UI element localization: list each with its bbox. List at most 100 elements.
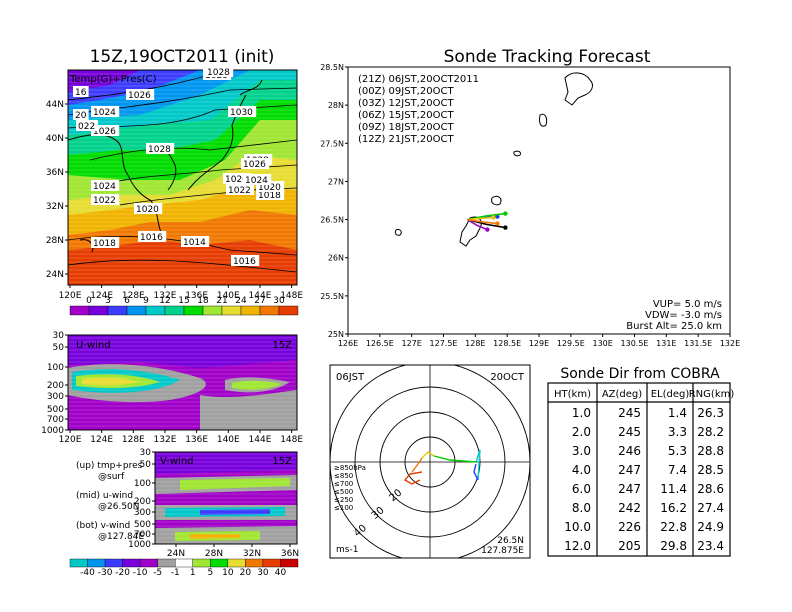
x-tick-label: 144E (249, 435, 272, 445)
x-tick-label: 144E (249, 291, 272, 301)
isobar-label: 16 (75, 88, 87, 98)
colorbar-swatch (262, 558, 281, 568)
table-cell: 23.4 (697, 539, 724, 553)
colorbar-swatch (145, 305, 166, 316)
colorbar-swatch (107, 305, 128, 316)
table-cell: 3.3 (668, 425, 687, 439)
colorbar-label: 15 (178, 296, 189, 306)
track-endpoint (503, 211, 508, 216)
colorbar-swatch (227, 558, 246, 568)
u-wind-time: 15Z (272, 340, 292, 351)
track-endpoint (491, 215, 496, 220)
surface-map-panel: 15Z,19OCT2011 (init) (46, 47, 304, 316)
colorbar-label: 20 (240, 568, 252, 578)
hodograph-trace (411, 457, 423, 473)
isobar-label-bg (231, 255, 260, 266)
isobar-label: 1020 (136, 205, 159, 215)
colorbar-swatch (175, 558, 193, 568)
isobar-label: 1016 (140, 233, 163, 243)
colorbar-swatch (183, 305, 204, 316)
note-line: @surf (98, 472, 125, 482)
y-tick-label: 30 (140, 448, 152, 458)
isobar-label: 1026 (128, 91, 151, 101)
tracking-legend: (21Z) 06JST,20OCT2011(00Z) 09JST,20OCT(0… (358, 74, 479, 145)
y-tick-label: 28N (328, 101, 344, 110)
isobar-label: 1026 (93, 127, 116, 137)
colorbar-swatch (69, 305, 90, 316)
x-tick-label: 131E (656, 339, 676, 348)
column-header: AZ(deg) (602, 389, 642, 400)
hodograph-trace (421, 451, 435, 459)
colorbar-swatch (87, 558, 106, 568)
note-line: @127.84E (98, 532, 144, 542)
y-tick-label: 300 (47, 392, 64, 402)
track-line (467, 216, 494, 221)
y-tick-label: 44N (46, 100, 64, 110)
colorbar-label: 0 (86, 296, 92, 306)
table-border (547, 382, 731, 557)
hodograph-trace (433, 455, 477, 463)
hodograph-lon: 127.875E (481, 546, 524, 556)
table-cell: 245 (618, 425, 641, 439)
level-legend-entry: ≤700 (334, 480, 353, 488)
table-grid: HT(km) AZ(deg) EL(deg) RNG(km) 1.0 245 1.4 26.3… (547, 382, 734, 557)
column-header: EL(deg) (651, 389, 690, 400)
hodograph-trace (403, 471, 423, 485)
x-tick-label: 36N (281, 549, 299, 559)
surface-map-frame (67, 69, 298, 286)
isobar-label-bg (205, 66, 234, 77)
colorbar-label: -10 (133, 568, 148, 578)
isobar-label-bg (256, 181, 285, 192)
colorbar-swatch (280, 558, 299, 568)
table-cell: 24.9 (697, 520, 724, 534)
table-cell: 1.0 (572, 406, 591, 420)
hodograph-unit: ms-1 (336, 545, 358, 555)
x-tick-label: 130E (593, 339, 613, 348)
y-tick-label: 28.5N (320, 63, 344, 72)
table-cell: 27.4 (697, 501, 724, 515)
y-tick-label: 32N (46, 202, 64, 212)
track-endpoint (495, 221, 500, 226)
x-tick-label: 136E (185, 435, 208, 445)
isobar-label-bg (76, 120, 98, 131)
colorbar-swatch (88, 305, 109, 316)
level-legend-entry: ≤100 (334, 504, 353, 512)
y-tick-label: 500 (47, 405, 64, 415)
x-tick-label: 148E (280, 291, 303, 301)
v-wind-label: V-wind (160, 456, 194, 467)
colorbar-label: 10 (222, 568, 234, 578)
colorbar-swatch (164, 305, 185, 316)
hodograph-lat: 26.5N (497, 536, 524, 546)
isobar-label-bg (91, 125, 120, 136)
colorbar-swatch (104, 558, 123, 568)
wind-colorbar: -40 -30 -20 -10 -5 -1 1 5 10 20 30 40 (69, 558, 299, 578)
hodograph-level-legend: ≥850hPa≤850≤700≤500≤250≤100 (334, 464, 366, 512)
x-tick-label: 128E (465, 339, 485, 348)
colorbar-swatch (240, 305, 261, 316)
level-legend-entry: ≥850hPa (334, 464, 366, 472)
v-wind-field (155, 452, 297, 544)
x-tick-label: 128E (122, 291, 145, 301)
surface-map-axes: 120E 124E 128E 132E 136E 140E 144E 148E 24N 28N 32… (46, 100, 304, 301)
isobar-label-bg (228, 106, 257, 117)
y-tick-label: 100 (47, 363, 64, 373)
track-line (466, 218, 488, 231)
parameter-line: VUP= 5.0 m/s (653, 299, 722, 310)
table-cell: 7.4 (668, 463, 687, 477)
table-cell: 4.0 (572, 463, 591, 477)
table-cell: 28.2 (697, 425, 724, 439)
isobar-label: 1018 (258, 191, 281, 201)
x-tick-label: 129E (529, 339, 549, 348)
isobar-label-bg (91, 194, 120, 205)
note-line: @26.50N (98, 502, 140, 512)
table-cell: 247 (618, 463, 641, 477)
isobar-label-bg (256, 189, 285, 200)
table-cell: 6.0 (572, 482, 591, 496)
isobar-label: 1026 (243, 160, 266, 170)
x-tick-label: 136E (185, 291, 208, 301)
u-wind-panel: U-wind 15Z 120E 124E 128E 132E 136E 140E 144E 1… (41, 331, 303, 445)
colorbar-swatch (139, 558, 158, 568)
isobar-label: 1024 (245, 176, 268, 186)
table-cell: 29.8 (660, 539, 687, 553)
